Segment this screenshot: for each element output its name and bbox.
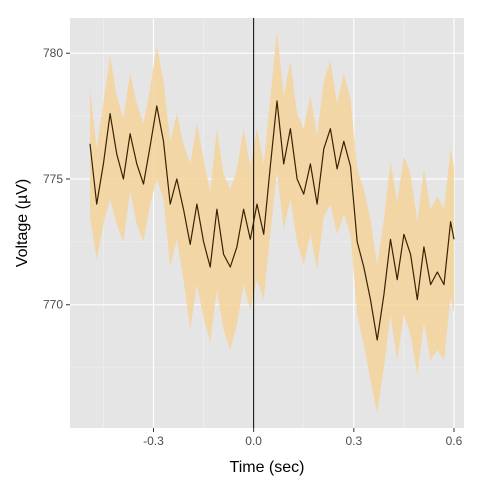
y-tick-label: 775 — [43, 172, 63, 186]
y-axis-title: Voltage (µV) — [14, 179, 31, 267]
x-tick-label: 0.6 — [446, 434, 463, 448]
confidence-ribbon — [90, 30, 454, 413]
x-axis-title: Time (sec) — [230, 459, 305, 476]
x-tick-label: 0.3 — [345, 434, 362, 448]
y-tick-label: 770 — [43, 298, 63, 312]
y-axis-ticks: 770 775 780 — [43, 46, 70, 312]
x-axis-ticks: -0.3 0.0 0.3 0.6 — [143, 428, 463, 448]
x-tick-label: 0.0 — [245, 434, 262, 448]
mean-voltage-line — [89, 100, 455, 341]
y-tick-label: 780 — [43, 46, 63, 60]
x-tick-label: -0.3 — [143, 434, 164, 448]
